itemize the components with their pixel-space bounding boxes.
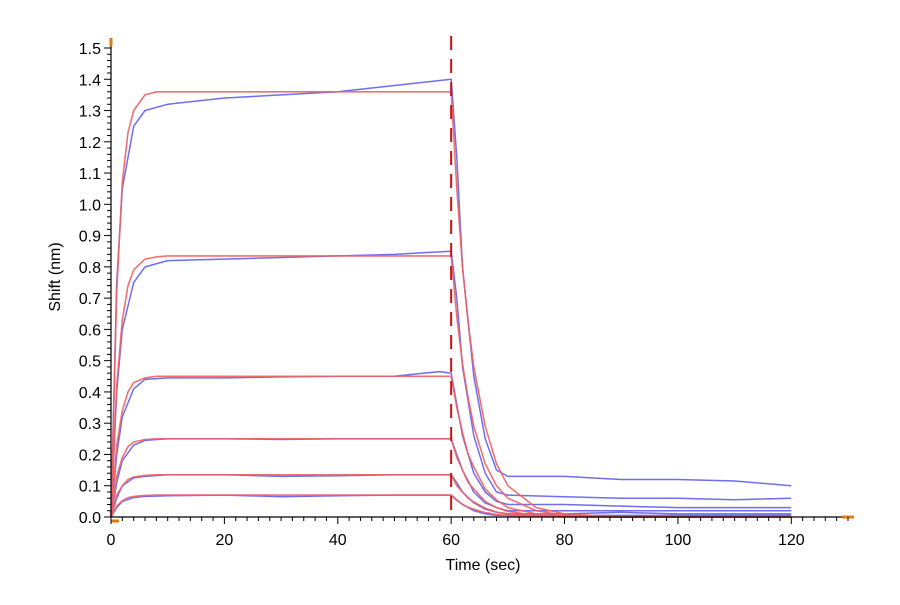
y-tick-label: 0.7: [79, 291, 101, 308]
x-tick-label: 100: [665, 532, 692, 549]
x-tick-label: 60: [442, 532, 460, 549]
y-tick-label: 0.1: [79, 479, 101, 496]
fit-curve-6: [110, 91, 792, 518]
y-tick-label: 1.2: [79, 135, 101, 152]
y-tick-label: 1.1: [79, 166, 101, 183]
x-tick-label: 20: [215, 532, 233, 549]
measured-curve-0: [110, 78, 792, 518]
y-tick-label: 0.9: [79, 229, 101, 246]
y-tick-label: 1.3: [79, 104, 101, 121]
y-tick-label: 0.0: [79, 510, 101, 527]
fit-curve-7: [110, 255, 792, 518]
y-tick-label: 0.5: [79, 354, 101, 371]
x-tick-label: 0: [107, 532, 116, 549]
x-tick-label: 80: [556, 532, 574, 549]
axis-layer: 0 20 40 60 80 100 120 0.0 0.1 0.2 0.3 0.4 0.5 0.6 0.7 0…: [79, 38, 854, 549]
y-tick-label: 0.8: [79, 260, 101, 277]
y-axis-title: Shift (nm): [47, 242, 64, 311]
y-tick-label: 1.4: [79, 72, 101, 89]
x-tick-label: 40: [329, 532, 347, 549]
y-tick-label: 1.5: [79, 41, 101, 58]
y-tick-label: 1.0: [79, 197, 101, 214]
x-tick-label: 120: [778, 532, 805, 549]
x-axis-title: Time (sec): [446, 557, 521, 574]
y-tick-label: 0.6: [79, 322, 101, 339]
measured-curve-2: [110, 370, 792, 518]
y-tick-label: 0.3: [79, 416, 101, 433]
y-tick-label: 0.2: [79, 447, 101, 464]
y-tick-label: 0.4: [79, 385, 101, 402]
